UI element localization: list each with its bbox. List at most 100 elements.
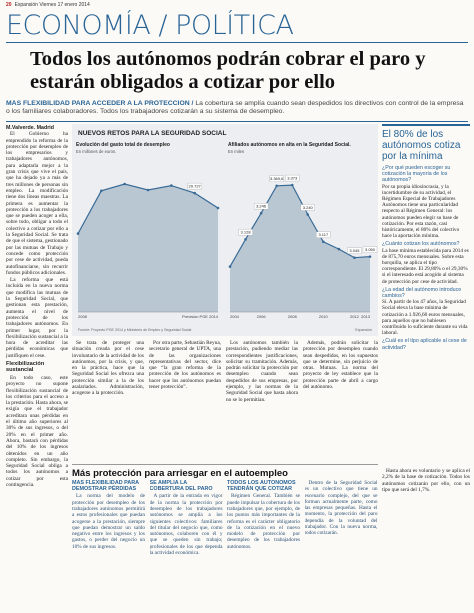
paragraph: Dentro de la Seguridad Social es un cole…	[304, 480, 378, 537]
paragraph: A partir de la entrada en vigor de la no…	[149, 493, 223, 557]
point	[368, 255, 372, 258]
box-text: La norma del modelo de protección por de…	[72, 493, 145, 550]
question: ¿Cuál es el tipo aplicable al cese de ac…	[382, 338, 467, 351]
box-text: Régimen General. También se puede impuls…	[227, 493, 300, 550]
point	[244, 238, 247, 241]
section-title: ECONOMÍA / POLÍTICA	[6, 10, 294, 41]
point	[228, 265, 232, 268]
question: ¿La edad del autónomo introduce cambios?	[382, 286, 462, 300]
point	[259, 211, 263, 215]
box-column: SE AMPLÍA LA COBERTURA DEL PARO A partir …	[150, 480, 223, 608]
paragraph: Se trata de proteger una situación cread…	[72, 340, 144, 397]
graphic-svg: NUEVOS RETOS PARA LA SEGURIDAD SOCIAL Fu…	[76, 130, 378, 332]
headline: Todos los autónomos podrán cobrar el par…	[30, 48, 426, 93]
paper-name: Expansión	[14, 2, 38, 8]
point	[123, 182, 126, 186]
paragraph: Por otra parte, Sebastián Reyna, secreta…	[149, 340, 221, 391]
box-column: TODOS LOS AUTÓNOMOS TENDRÁN QUE COTIZAR R…	[227, 480, 300, 608]
value-label: 3.050	[365, 247, 376, 252]
x-tick-label: 2004	[230, 314, 240, 319]
box-heading: TODOS LOS AUTÓNOMOS TENDRÁN QUE COTIZAR	[227, 480, 296, 493]
byline: M.Valverde. Madrid	[6, 125, 54, 131]
subhead-text: La cobertura se amplía cuando sean despe…	[6, 100, 464, 116]
value-label: 3.128	[241, 230, 252, 235]
paragraph: En todo caso, este proyecto no supone fl…	[6, 374, 68, 489]
credit: Expansión	[355, 328, 372, 332]
box-column: MÁS FLEXIBILIDAD PARA DEMOSTRAR PÉRDIDAS…	[72, 480, 145, 608]
column: Por otra parte, Sebastián Reyna, secreta…	[149, 340, 221, 460]
answer: Sí. A partir de los 47 años, la Segurida…	[382, 299, 468, 337]
source: Fuente: Proyecto PGE 2014 y Ministerio d…	[78, 328, 191, 332]
chart-subtitle: En millones de euros.	[76, 149, 116, 154]
label-box	[285, 174, 300, 182]
paragraph: Régimen General. También se puede impuls…	[227, 493, 300, 550]
paragraph: El Gobierno ha emprendido la reforma de …	[6, 131, 68, 276]
value-label: 3.373	[287, 175, 298, 180]
point	[306, 213, 310, 216]
x-tick-label: Previsión PGE 2014	[182, 314, 219, 319]
column: Hasta ahora es voluntario y se aplica el…	[382, 468, 470, 609]
x-tick-label: 2012	[350, 314, 360, 319]
paragraph: Los autónomos también la prestación, pud…	[226, 340, 298, 403]
chart-title: Evolución del gasto total de desempleo	[76, 142, 170, 148]
sidebar-title: El 80% de los autónomos cotiza por la mí…	[382, 124, 470, 162]
paragraph: Hasta ahora es voluntario y se aplica el…	[382, 468, 470, 493]
label-box	[347, 247, 362, 254]
paragraph: La reforma que está incluida en la nueva…	[6, 277, 68, 359]
rule	[6, 42, 468, 43]
subhead: MÁS FLEXIBILIDAD PARA ACCEDER A LA PROTE…	[6, 100, 468, 117]
x-tick-label: 2013	[361, 314, 371, 319]
x-tick-label: 2006	[257, 314, 267, 319]
label-box	[316, 231, 331, 238]
chart-title: Afiliados autónomos en alta en la Seguri…	[228, 142, 351, 148]
paragraph: Además, podrán solicitar la protección p…	[303, 340, 378, 391]
label-box	[253, 203, 269, 210]
point	[193, 191, 196, 195]
subhead-lead: MÁS FLEXIBILIDAD PARA ACCEDER A LA PROTE…	[6, 100, 194, 107]
article-column: M.Valverde. Madrid El Gobierno ha empren…	[6, 125, 68, 609]
point	[275, 184, 278, 188]
box-column: Dentro de la Seguridad Social es un cole…	[305, 480, 378, 608]
point	[290, 183, 294, 187]
label-box	[269, 175, 284, 182]
graphic-title: NUEVOS RETOS PARA LA SEGURIDAD SOCIAL	[78, 130, 226, 137]
point	[100, 189, 103, 193]
label-box	[362, 246, 378, 253]
point	[353, 256, 356, 260]
page-number: 20	[6, 2, 12, 8]
question: ¿Por qué pueden escoger su cotización la…	[382, 165, 451, 184]
label-box	[238, 229, 253, 236]
sidebar: El 80% de los autónomos cotiza por la mí…	[382, 124, 470, 464]
chart-subtitle: En miles	[228, 149, 244, 154]
x-tick-label: 2008	[78, 314, 88, 319]
column: Se trata de proteger una situación cread…	[72, 340, 144, 460]
box-title: Más protección para arriesgar en el auto…	[72, 464, 378, 479]
box-heading: MÁS FLEXIBILIDAD PARA DEMOSTRAR PÉRDIDAS	[72, 480, 139, 493]
value-label: 3.240	[303, 205, 314, 210]
point	[216, 206, 220, 210]
value-label: 3.246	[256, 204, 267, 209]
line	[229, 184, 371, 267]
label-box	[187, 182, 202, 190]
box-text: Dentro de la Seguridad Social es un cole…	[305, 480, 378, 537]
point	[337, 247, 341, 251]
answer: La base mínima establecida para 2014 es …	[382, 247, 469, 285]
label-box	[300, 204, 315, 211]
box-heading: SE AMPLÍA LA COBERTURA DEL PARO	[149, 480, 213, 493]
subheading: Flexibilización sustancial	[6, 360, 45, 373]
x-tick-label: 2010	[319, 314, 329, 319]
point	[322, 240, 325, 244]
column: Además, podrán solicitar la protección p…	[303, 340, 378, 460]
column: Los autónomos también la prestación, pud…	[226, 340, 298, 460]
x-tick-label: 2008	[288, 314, 298, 319]
box-text: A partir de la entrada en vigor de la no…	[150, 493, 223, 556]
page-header: 20 Expansión Viernes 17 enero 2014	[6, 2, 90, 8]
rule	[6, 121, 468, 122]
paragraph: La norma del modelo de protección por de…	[72, 493, 145, 550]
value-label: 29.727	[189, 183, 202, 188]
point	[170, 184, 173, 187]
value-label: 3.369,6	[270, 176, 284, 181]
area	[230, 185, 370, 312]
graphic: NUEVOS RETOS PARA LA SEGURIDAD SOCIAL Fu…	[72, 124, 378, 336]
